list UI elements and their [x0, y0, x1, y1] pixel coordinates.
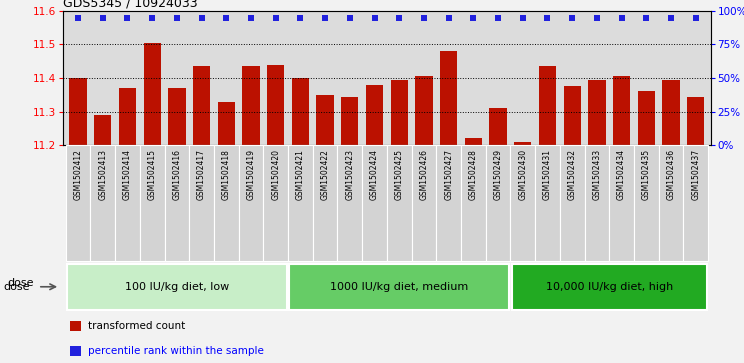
Bar	[316, 95, 334, 145]
Bar	[289, 264, 509, 310]
Bar	[119, 88, 136, 145]
Bar	[634, 145, 658, 261]
Text: GSM1502428: GSM1502428	[469, 149, 478, 200]
Bar	[609, 145, 634, 261]
Text: dose: dose	[3, 282, 30, 292]
Text: GSM1502421: GSM1502421	[296, 149, 305, 200]
Bar	[510, 145, 535, 261]
Text: 100 IU/kg diet, low: 100 IU/kg diet, low	[125, 282, 229, 292]
Text: GSM1502431: GSM1502431	[543, 149, 552, 200]
Bar	[70, 346, 81, 356]
Text: GSM1502414: GSM1502414	[123, 149, 132, 200]
Bar	[65, 145, 91, 261]
Text: GSM1502412: GSM1502412	[74, 149, 83, 200]
Bar	[338, 145, 362, 261]
Bar	[638, 91, 655, 145]
Bar	[658, 145, 683, 261]
Bar	[490, 108, 507, 145]
Text: GSM1502424: GSM1502424	[370, 149, 379, 200]
Bar	[559, 145, 585, 261]
Bar	[214, 145, 239, 261]
Bar	[94, 115, 112, 145]
Text: dose: dose	[7, 278, 34, 288]
Text: GSM1502417: GSM1502417	[197, 149, 206, 200]
Bar	[168, 88, 185, 145]
Text: GSM1502422: GSM1502422	[321, 149, 330, 200]
Text: GSM1502423: GSM1502423	[345, 149, 354, 200]
Text: GSM1502416: GSM1502416	[173, 149, 182, 200]
Text: GSM1502429: GSM1502429	[493, 149, 502, 200]
Text: GDS5345 / 10924033: GDS5345 / 10924033	[63, 0, 198, 10]
Bar	[164, 145, 189, 261]
Bar	[589, 80, 606, 145]
Bar	[415, 76, 432, 145]
Bar	[486, 145, 510, 261]
Bar	[585, 145, 609, 261]
Bar	[391, 80, 408, 145]
Text: GSM1502436: GSM1502436	[667, 149, 676, 200]
Bar	[193, 66, 211, 145]
Bar	[440, 51, 458, 145]
Bar	[662, 80, 679, 145]
Bar	[341, 97, 359, 145]
Bar	[312, 145, 338, 261]
Bar	[115, 145, 140, 261]
Bar	[239, 145, 263, 261]
Bar	[292, 78, 309, 145]
Text: 1000 IU/kg diet, medium: 1000 IU/kg diet, medium	[330, 282, 469, 292]
Text: GSM1502437: GSM1502437	[691, 149, 700, 200]
Bar	[539, 66, 556, 145]
Text: GSM1502413: GSM1502413	[98, 149, 107, 200]
Bar	[613, 76, 630, 145]
Bar	[70, 321, 81, 331]
Bar	[465, 138, 482, 145]
Bar	[144, 43, 161, 145]
Bar	[91, 145, 115, 261]
Text: GSM1502433: GSM1502433	[592, 149, 601, 200]
Text: GSM1502432: GSM1502432	[568, 149, 577, 200]
Text: GSM1502427: GSM1502427	[444, 149, 453, 200]
Text: GSM1502420: GSM1502420	[272, 149, 280, 200]
Bar	[563, 86, 581, 145]
Bar	[366, 85, 383, 145]
Bar	[140, 145, 164, 261]
Text: GSM1502435: GSM1502435	[642, 149, 651, 200]
Bar	[387, 145, 411, 261]
Bar	[263, 145, 288, 261]
Bar	[683, 145, 708, 261]
Text: transformed count: transformed count	[88, 321, 185, 331]
Text: GSM1502430: GSM1502430	[519, 149, 527, 200]
Text: GSM1502415: GSM1502415	[147, 149, 157, 200]
Bar	[535, 145, 559, 261]
Text: percentile rank within the sample: percentile rank within the sample	[88, 346, 263, 356]
Bar	[218, 102, 235, 145]
Bar	[288, 145, 312, 261]
Bar	[362, 145, 387, 261]
Bar	[69, 78, 87, 145]
Text: GSM1502419: GSM1502419	[246, 149, 255, 200]
Text: 10,000 IU/kg diet, high: 10,000 IU/kg diet, high	[545, 282, 673, 292]
Bar	[687, 97, 705, 145]
Bar	[267, 65, 284, 145]
Text: GSM1502434: GSM1502434	[617, 149, 626, 200]
Bar	[243, 66, 260, 145]
Text: GSM1502418: GSM1502418	[222, 149, 231, 200]
Bar	[189, 145, 214, 261]
Bar	[411, 145, 436, 261]
Bar	[512, 264, 707, 310]
Bar	[514, 142, 531, 145]
Text: GSM1502426: GSM1502426	[420, 149, 429, 200]
Bar	[436, 145, 461, 261]
Bar	[67, 264, 287, 310]
Text: GSM1502425: GSM1502425	[395, 149, 404, 200]
Bar	[461, 145, 486, 261]
